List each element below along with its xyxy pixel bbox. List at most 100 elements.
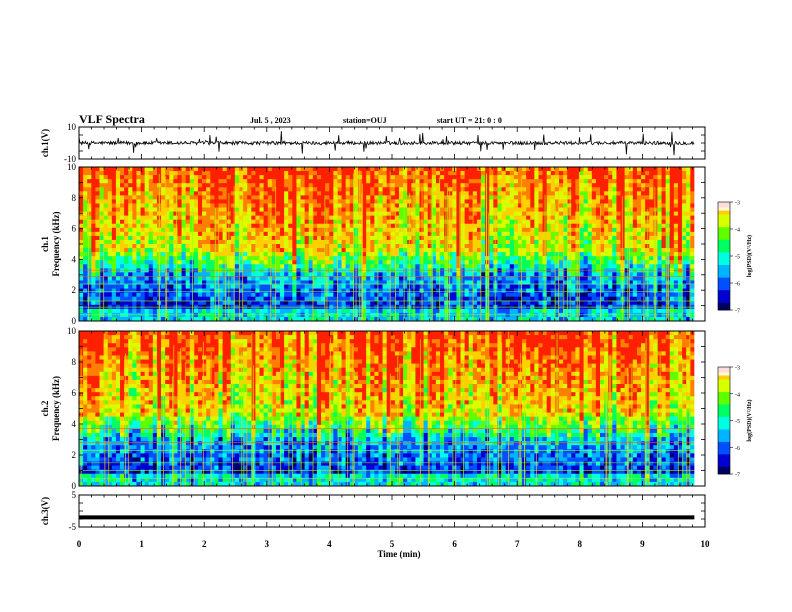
spectrogram-cell [165,171,170,176]
spectrogram-cell [165,179,170,184]
spectrogram-cell [534,248,539,253]
spectrogram-cell [152,207,158,212]
spectrogram-cell [608,252,613,257]
spectrogram-cell [403,199,408,204]
spectrogram-cell [202,223,207,229]
spectrogram-cell [456,215,461,221]
spectrogram-cell [534,175,539,180]
spectrogram-cell [263,199,269,204]
spectrogram-cell [296,171,301,176]
spectrogram-cell [673,272,679,277]
spectrogram-cell [390,167,396,172]
spectrogram-cell [243,248,248,253]
spectrogram-cell [316,223,322,229]
spectrogram-cell [152,183,158,188]
spectrogram-cell [415,207,420,212]
spectrogram-cell [136,252,141,257]
spectrogram-cell [111,248,117,253]
spectrogram-cell [600,199,605,204]
spectrogram-cell [669,252,675,257]
spectrogram-cell [657,191,662,196]
spectrogram-cell [362,292,367,298]
spectrogram-cell [497,183,502,188]
spectrogram-cell [247,231,252,237]
spectrogram-cell [255,203,260,208]
spectrogram-cell [481,235,486,241]
spectrogram-cell [636,187,642,192]
spectrogram-cell [238,223,244,229]
spectrogram-cell [517,167,523,172]
spectrogram-cell [571,171,576,176]
spectrogram-cell [107,183,113,188]
spectrogram-cell [489,171,494,176]
spectrogram-cell [534,288,539,294]
spectrogram-cell [362,175,367,180]
spectrogram-cell [107,195,113,200]
spectrogram-cell [206,284,211,289]
spectrogram-cell [534,199,539,204]
spectrogram-cell [99,296,105,302]
spectrogram-cell [312,244,318,249]
spectrogram-cell [280,211,285,217]
spectrogram-cell [468,284,474,289]
spectrogram-cell [169,288,174,294]
spectrogram-cell [181,256,187,261]
spectrogram-cell [636,203,642,208]
spectrogram-cell [79,292,84,298]
spectrogram-cell [99,195,105,200]
spectrogram-cell [312,171,318,176]
spectrogram-cell [427,203,433,208]
spectrogram-cell [542,167,548,172]
spectrogram-cell [505,191,511,196]
spectrogram-cell [526,191,531,196]
spectrogram-cell [526,272,531,277]
spectrogram-cell [583,187,589,192]
spectrogram-cell [398,248,404,253]
spectrogram-cell [312,284,318,289]
spectrogram-cell [682,244,687,249]
spectrogram-cell [485,175,490,180]
spectrogram-cell [165,215,170,221]
spectrogram-cell [197,171,203,176]
spectrogram-cell [595,179,601,184]
spectrogram-cell [259,256,265,261]
spectrogram-cell [280,183,285,188]
spectrogram-cell [79,179,84,184]
spectrogram-cell [583,252,589,257]
spectrogram-cell [169,284,174,289]
spectrogram-cell [612,211,617,217]
spectrogram-cell [185,219,191,225]
spectrogram-cell [440,244,445,249]
spectrogram-cell [103,167,109,172]
spectrogram-cell [312,223,318,229]
spectrogram-cell [415,227,420,233]
spectrogram-cell [271,288,277,294]
spectrogram-cell [362,223,367,229]
spectrogram-cell [267,235,273,241]
spectrogram-cell [292,272,297,277]
spectrogram-cell [546,252,552,257]
spectrogram-cell [115,244,121,249]
spectrogram-cell [452,284,457,289]
spectrogram-cell [144,227,150,233]
spectrogram-cell [304,207,310,212]
spectrogram-cell [132,272,137,277]
spectrogram-cell [357,175,363,180]
spectrogram-cell [316,292,322,298]
spectrogram-cell [169,203,174,208]
spectrogram-cell [345,191,351,196]
spectrogram-cell [247,171,252,176]
spectrogram-cell [427,288,433,294]
spectrogram-cell [677,179,683,184]
spectrogram-cell [649,260,654,265]
spectrogram-cell [645,203,650,208]
spectrogram-cell [583,215,589,221]
spectrogram-cell [464,223,470,229]
spectrogram-cell [636,211,642,217]
spectrogram-cell [554,264,560,269]
spectrogram-cell [472,248,478,253]
spectrogram-cell [616,227,621,233]
spectrogram-cell [148,215,154,221]
spectrogram-cell [308,175,314,180]
spectrogram-cell [579,248,584,253]
